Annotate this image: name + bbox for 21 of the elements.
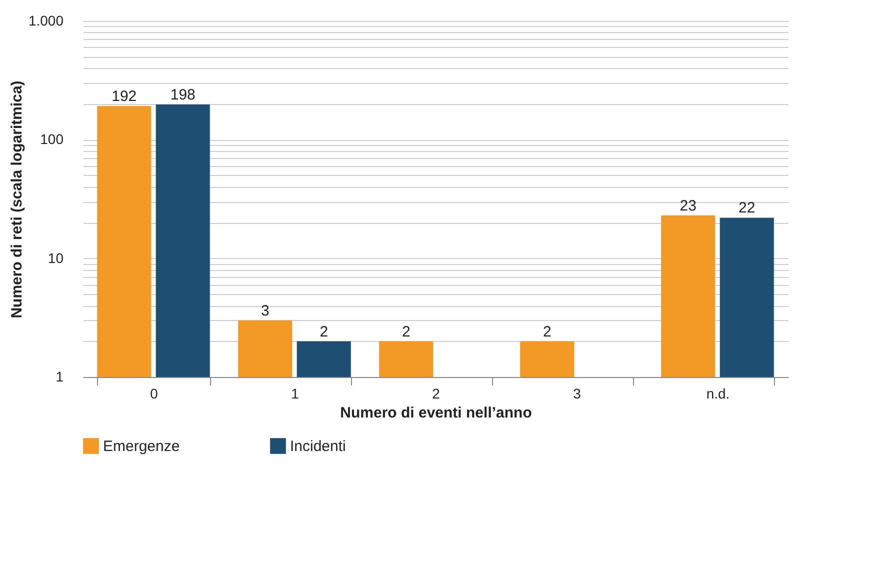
x-tick-label: 1 xyxy=(291,386,300,402)
data-label: 2 xyxy=(320,323,328,340)
y-axis-title: Numero di reti (scala logaritmica) xyxy=(8,80,26,318)
data-label: 198 xyxy=(170,86,196,104)
legend-label: Emergenze xyxy=(103,438,180,455)
legend-label: Incidenti xyxy=(290,438,346,455)
x-tick-label: 2 xyxy=(432,386,440,402)
data-label: 2 xyxy=(402,323,410,340)
data-label: 22 xyxy=(738,200,756,217)
x-tick-label: 3 xyxy=(573,386,582,402)
data-label: 192 xyxy=(112,88,137,106)
data-label: 3 xyxy=(260,302,270,320)
y-tick-label: 1 xyxy=(56,368,64,384)
x-tick-label: n.d. xyxy=(706,386,730,402)
y-tick-label: 1.000 xyxy=(28,12,64,28)
x-axis-title: Numero di eventi nell’anno xyxy=(340,404,532,422)
x-tick-label: 0 xyxy=(150,386,158,402)
data-label: 23 xyxy=(680,197,696,214)
y-tick-label: 100 xyxy=(40,131,64,148)
data-label: 2 xyxy=(542,323,552,340)
y-tick-label: 10 xyxy=(48,250,64,266)
